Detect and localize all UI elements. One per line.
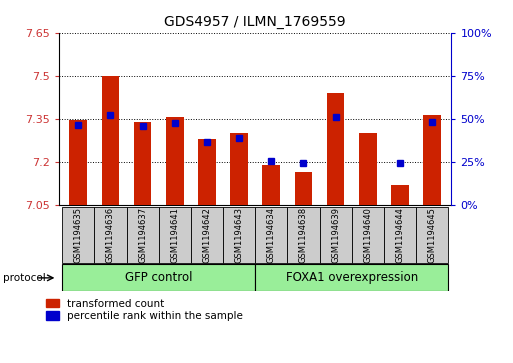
Bar: [102, 76, 120, 205]
Bar: [62, 207, 94, 263]
Bar: [94, 207, 127, 263]
Bar: [391, 185, 409, 205]
Text: GSM1194639: GSM1194639: [331, 207, 340, 263]
Text: GSM1194644: GSM1194644: [396, 207, 404, 263]
Bar: [166, 118, 184, 205]
Bar: [230, 133, 248, 205]
Bar: [287, 207, 320, 263]
Title: GDS4957 / ILMN_1769559: GDS4957 / ILMN_1769559: [164, 15, 346, 29]
Bar: [416, 207, 448, 263]
Bar: [320, 207, 352, 263]
Legend: transformed count, percentile rank within the sample: transformed count, percentile rank withi…: [46, 298, 243, 321]
Bar: [255, 207, 287, 263]
Text: GSM1194635: GSM1194635: [74, 207, 83, 263]
Bar: [255, 264, 448, 291]
Bar: [198, 139, 216, 205]
Text: GSM1194637: GSM1194637: [138, 207, 147, 263]
Text: GSM1194636: GSM1194636: [106, 207, 115, 263]
Text: FOXA1 overexpression: FOXA1 overexpression: [286, 272, 418, 284]
Text: GSM1194634: GSM1194634: [267, 207, 276, 263]
Bar: [423, 115, 441, 205]
Text: GSM1194640: GSM1194640: [363, 207, 372, 263]
Text: GSM1194642: GSM1194642: [203, 207, 211, 263]
Bar: [359, 133, 377, 205]
Bar: [127, 207, 159, 263]
Bar: [159, 207, 191, 263]
Bar: [327, 93, 345, 205]
Text: protocol: protocol: [3, 273, 45, 283]
Bar: [294, 172, 312, 205]
Bar: [191, 207, 223, 263]
Bar: [69, 120, 87, 205]
Bar: [263, 165, 280, 205]
Text: GSM1194638: GSM1194638: [299, 207, 308, 263]
Bar: [384, 207, 416, 263]
Bar: [134, 122, 151, 205]
Text: GFP control: GFP control: [125, 272, 192, 284]
Text: GSM1194641: GSM1194641: [170, 207, 180, 263]
Bar: [223, 207, 255, 263]
Text: GSM1194645: GSM1194645: [428, 207, 437, 263]
Bar: [352, 207, 384, 263]
Bar: [62, 264, 255, 291]
Text: GSM1194643: GSM1194643: [234, 207, 244, 263]
